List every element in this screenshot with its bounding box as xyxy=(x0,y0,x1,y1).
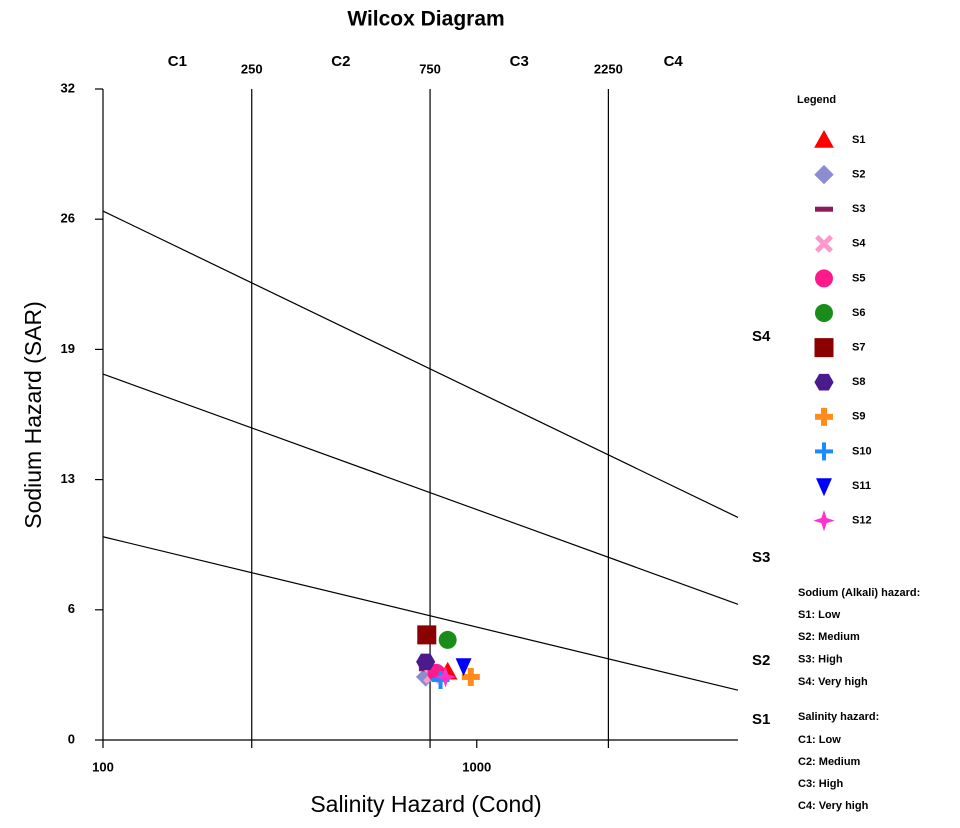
salinity-boundary-label: 750 xyxy=(419,61,441,76)
legend-marker xyxy=(814,164,834,185)
marker-shape xyxy=(815,449,833,454)
y-axis-label: Sodium Hazard (SAR) xyxy=(20,301,46,529)
marker-shape xyxy=(815,304,833,322)
legend-marker xyxy=(814,129,834,148)
legend-label: S3 xyxy=(852,203,865,215)
legend-marker xyxy=(815,442,833,461)
legend-label: S11 xyxy=(852,480,871,492)
marker-shape xyxy=(814,373,834,391)
marker xyxy=(461,667,480,686)
legend-label: S7 xyxy=(852,342,865,354)
salinity-class-label: C1 xyxy=(168,53,187,70)
legend-marker xyxy=(814,338,834,358)
marker-shape xyxy=(813,509,835,532)
x-axis-label: Salinity Hazard (Cond) xyxy=(310,791,541,817)
x-tick-label: 100 xyxy=(92,759,114,774)
legend-marker xyxy=(815,407,833,426)
chart-title: Wilcox Diagram xyxy=(347,8,504,31)
sodium-boundary xyxy=(102,536,739,691)
sodium-note: S2: Medium xyxy=(798,631,860,643)
sodium-class-label: S3 xyxy=(752,549,770,566)
marker xyxy=(434,666,457,688)
legend-title: Legend xyxy=(797,94,836,106)
legend-label: S1 xyxy=(852,134,865,146)
sodium-note: S3: High xyxy=(798,654,843,666)
salinity-note: C1: Low xyxy=(798,734,841,746)
sodium-note: S4: Very high xyxy=(798,676,868,688)
marker-shape xyxy=(438,630,457,649)
y-tick-label: 26 xyxy=(61,211,75,226)
marker-shape xyxy=(815,269,833,288)
legend-label: S12 xyxy=(852,515,872,527)
marker-shape xyxy=(455,658,472,677)
marker-shape xyxy=(816,478,832,497)
legend-label: S9 xyxy=(852,411,865,423)
marker-shape xyxy=(434,666,457,688)
sodium-boundary xyxy=(102,373,739,605)
legend-label: S8 xyxy=(852,376,865,388)
marker-shape xyxy=(814,129,834,148)
sodium-class-label: S2 xyxy=(752,652,770,669)
salinity-boundary-label: 2250 xyxy=(594,61,623,76)
marker-shape xyxy=(416,653,436,671)
legend-marker xyxy=(813,509,835,532)
marker-shape xyxy=(431,677,450,682)
salinity-class-label: C2 xyxy=(331,53,350,70)
sodium-boundary xyxy=(102,210,739,518)
legend-marker xyxy=(815,269,833,288)
y-tick-label: 32 xyxy=(61,80,75,95)
marker xyxy=(417,625,437,645)
marker xyxy=(438,630,457,649)
sodium-class-label: S1 xyxy=(752,711,770,728)
salinity-class-label: C3 xyxy=(510,53,529,70)
legend-marker xyxy=(815,234,833,253)
y-tick-label: 13 xyxy=(61,471,75,486)
salinity-note: C2: Medium xyxy=(798,756,861,768)
salinity-boundary-label: 250 xyxy=(241,61,263,76)
legend-marker xyxy=(816,478,832,497)
salinity-note: C4: Very high xyxy=(798,800,869,812)
marker xyxy=(455,658,472,677)
legend-marker xyxy=(815,206,833,212)
marker-shape xyxy=(814,338,834,358)
salinity-note: C3: High xyxy=(798,778,844,790)
sodium-class-label: S4 xyxy=(752,328,771,345)
y-tick-label: 0 xyxy=(68,731,75,746)
y-tick-label: 6 xyxy=(68,601,75,616)
legend-label: S6 xyxy=(852,307,865,319)
salinity-note-title: Salinity hazard: xyxy=(798,711,879,723)
marker-shape xyxy=(815,234,833,253)
legend-label: S10 xyxy=(852,445,872,457)
marker-shape xyxy=(815,206,833,212)
sodium-note: S1: Low xyxy=(798,609,841,621)
legend-marker xyxy=(815,304,833,322)
marker xyxy=(416,653,436,671)
legend-label: S2 xyxy=(852,169,865,181)
marker-shape xyxy=(417,625,437,645)
x-tick-label: 1000 xyxy=(462,759,491,774)
marker-shape xyxy=(815,413,833,420)
marker xyxy=(431,670,450,689)
marker-shape xyxy=(814,164,834,185)
y-tick-label: 19 xyxy=(61,341,75,356)
sodium-note-title: Sodium (Alkali) hazard: xyxy=(798,587,920,599)
legend-label: S4 xyxy=(852,238,866,250)
marker-shape xyxy=(461,673,480,680)
legend-marker xyxy=(814,373,834,391)
salinity-class-label: C4 xyxy=(664,53,684,70)
legend-label: S5 xyxy=(852,272,865,284)
